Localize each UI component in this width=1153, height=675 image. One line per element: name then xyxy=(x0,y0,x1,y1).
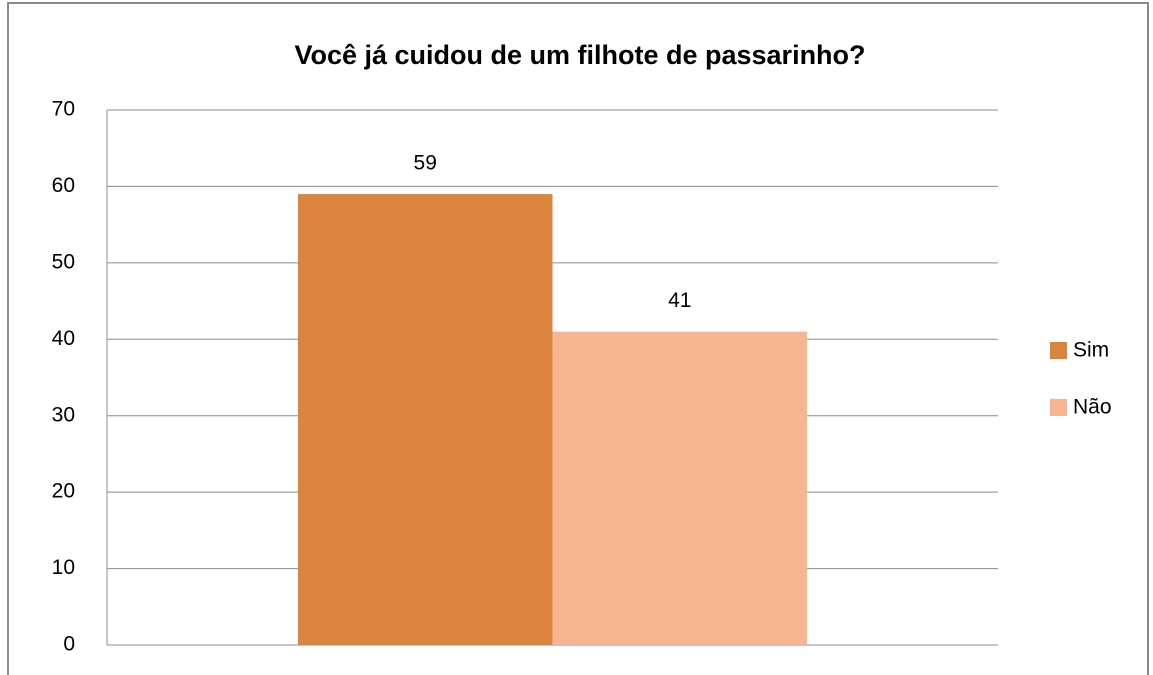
y-tick-label: 10 xyxy=(52,556,75,579)
bar xyxy=(552,331,808,645)
data-label: 59 xyxy=(414,152,437,175)
y-tick-label: 30 xyxy=(52,403,75,426)
legend-swatch xyxy=(1050,399,1067,416)
legend-swatch xyxy=(1050,342,1067,359)
bar xyxy=(297,194,553,646)
y-tick-label: 0 xyxy=(63,633,75,656)
y-tick-label: 20 xyxy=(52,480,75,503)
chart-title: Você já cuidou de um filhote de passarin… xyxy=(294,40,865,70)
y-tick-label: 70 xyxy=(52,98,75,121)
y-tick-label: 50 xyxy=(52,250,75,273)
y-tick-label: 40 xyxy=(52,327,75,350)
y-tick-label: 60 xyxy=(52,174,75,197)
data-label: 41 xyxy=(668,289,691,312)
legend-label: Não xyxy=(1073,396,1112,419)
legend-label: Sim xyxy=(1073,339,1109,362)
